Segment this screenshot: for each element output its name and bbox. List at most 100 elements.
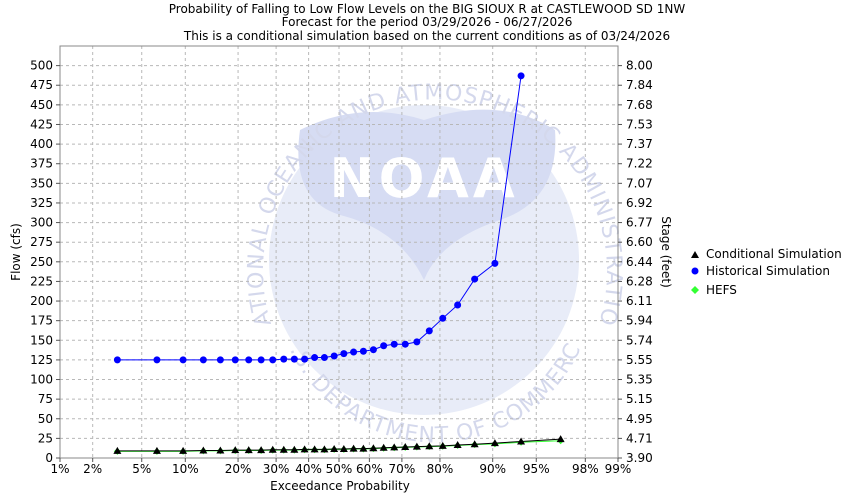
conditional-point	[268, 445, 277, 453]
conditional-point	[470, 440, 479, 448]
legend-circle-marker	[691, 267, 699, 275]
historical-point	[311, 354, 319, 362]
historical-point	[380, 342, 388, 350]
x-tick-label: 80%	[427, 462, 454, 476]
legend: Conditional Simulation Historical Simula…	[691, 247, 842, 297]
conditional-point	[290, 445, 299, 453]
right-tick-label: 7.22	[626, 157, 653, 171]
right-tick-label: 7.84	[626, 78, 653, 92]
y-tick-label: 450	[30, 98, 53, 112]
historical-point	[413, 338, 421, 346]
right-tick-label: 3.90	[626, 451, 653, 465]
y-tick-label: 75	[38, 392, 53, 406]
conditional-point	[438, 441, 447, 449]
conditional-point	[199, 446, 208, 454]
historical-point	[454, 301, 462, 309]
y-tick-label: 100	[30, 373, 53, 387]
right-tick-label: 6.92	[626, 196, 653, 210]
right-tick-label: 8.00	[626, 59, 653, 73]
y-tick-label: 425	[30, 117, 53, 131]
y-tick-label: 475	[30, 78, 53, 92]
y-axis-tick-labels: 0 25 50 75 100 125 150 175 200 225 250 275 300 325 350…	[30, 59, 53, 465]
conditional-point	[113, 446, 122, 454]
y-tick-label: 375	[30, 157, 53, 171]
right-axis-tick-labels: 3.90 4.71 4.95 5.15 5.35 5.55 5.74 5.94 6.11 6.28…	[626, 59, 653, 465]
historical-point	[369, 346, 377, 354]
conditional-point	[231, 446, 240, 454]
conditional-point	[244, 446, 253, 454]
y-tick-label: 50	[38, 412, 53, 426]
right-tick-label: 7.07	[626, 176, 653, 190]
conditional-point	[390, 443, 399, 451]
y-tick-label: 350	[30, 176, 53, 190]
conditional-point	[339, 444, 348, 452]
x-tick-label: 70%	[389, 462, 416, 476]
axes	[56, 45, 622, 462]
right-tick-label: 5.94	[626, 314, 653, 328]
y-tick-label: 275	[30, 235, 53, 249]
x-tick-label: 1%	[50, 462, 69, 476]
y-tick-label: 400	[30, 137, 53, 151]
y-tick-label: 500	[30, 59, 53, 73]
historical-point	[245, 356, 253, 364]
y-tick-label: 225	[30, 274, 53, 288]
right-tick-label: 6.77	[626, 216, 653, 230]
right-tick-label: 5.55	[626, 353, 653, 367]
historical-point	[153, 356, 161, 364]
x-axis-tick-labels: 1% 2% 5% 10% 20% 30% 40% 50% 60% 70% 80% 90% 95% 98% 9…	[50, 462, 631, 476]
right-tick-label: 4.95	[626, 412, 653, 426]
y-tick-label: 175	[30, 314, 53, 328]
conditional-point	[349, 444, 358, 452]
y-tick-label: 25	[38, 431, 53, 445]
right-tick-label: 6.44	[626, 255, 653, 269]
right-tick-label: 4.71	[626, 431, 653, 445]
x-tick-label: 50%	[326, 462, 353, 476]
historical-point	[257, 356, 265, 364]
conditional-point	[300, 445, 309, 453]
conditional-point	[379, 443, 388, 451]
x-tick-label: 60%	[356, 462, 383, 476]
historical-point	[401, 340, 409, 348]
y-tick-label: 325	[30, 196, 53, 210]
x-tick-label: 5%	[132, 462, 151, 476]
y-tick-label: 0	[45, 451, 53, 465]
x-tick-label: 99%	[605, 462, 632, 476]
right-tick-label: 5.35	[626, 373, 653, 387]
historical-point	[269, 356, 277, 364]
right-tick-label: 6.60	[626, 235, 653, 249]
conditional-point	[369, 444, 378, 452]
y-axis-label: Flow (cfs)	[9, 223, 23, 281]
conditional-point	[257, 446, 266, 454]
legend-triangle-marker	[691, 251, 699, 258]
historical-point	[340, 350, 348, 358]
watermark-gull-shape	[298, 109, 556, 280]
right-axis-label: Stage (feet)	[659, 216, 673, 288]
right-tick-label: 7.68	[626, 98, 653, 112]
historical-point	[231, 356, 239, 364]
y-tick-label: 125	[30, 353, 53, 367]
y-tick-label: 150	[30, 333, 53, 347]
x-tick-label: 90%	[479, 462, 506, 476]
conditional-point	[320, 445, 329, 453]
historical-point	[179, 356, 187, 364]
conditional-point	[412, 442, 421, 450]
historical-point	[425, 327, 433, 335]
historical-point	[491, 259, 499, 267]
conditional-point	[490, 439, 499, 447]
y-tick-label: 200	[30, 294, 53, 308]
series-line-conditional-simulation	[117, 438, 561, 452]
right-tick-label: 6.28	[626, 274, 653, 288]
x-tick-label: 20%	[225, 462, 252, 476]
conditional-point	[330, 444, 339, 452]
historical-point	[359, 347, 367, 355]
x-tick-label: 2%	[83, 462, 102, 476]
right-tick-label: 7.37	[626, 137, 653, 151]
historical-point	[390, 340, 398, 348]
x-tick-label: 30%	[263, 462, 290, 476]
legend-item-conditional: Conditional Simulation	[691, 247, 842, 261]
conditional-point	[310, 445, 319, 453]
y-tick-label: 250	[30, 255, 53, 269]
historical-point	[199, 356, 207, 364]
legend-item-hefs: HEFS	[691, 283, 737, 297]
